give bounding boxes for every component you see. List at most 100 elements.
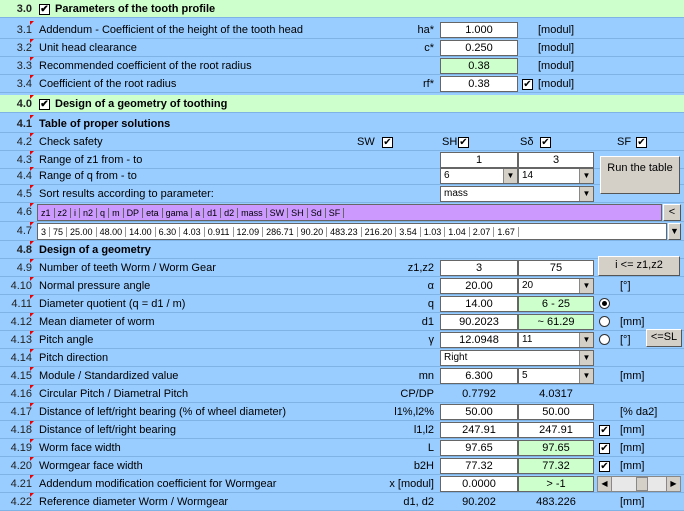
row-bearing-distance: 4.18 Distance of left/right bearing l1,l… — [0, 421, 684, 439]
row-unit: [modul] — [538, 60, 575, 72]
scroll-left-button[interactable]: < — [663, 204, 681, 221]
table-data-cell: 2.07 — [470, 226, 495, 237]
row-unit: [mm] — [620, 316, 645, 328]
results-table-row[interactable]: 3 75 25.00 48.00 14.00 6.30 4.03 0.911 12.09 286.… — [37, 223, 667, 240]
z1-to-input[interactable]: 3 — [518, 152, 594, 168]
row-symbol: d1 — [421, 316, 434, 328]
mean-diameter-input[interactable]: 90.2023 — [440, 314, 518, 330]
row-label: Mean diameter of worm — [39, 316, 155, 328]
right-bearing-percent-input[interactable]: 50.00 — [518, 404, 594, 420]
root-radius-checkbox[interactable]: ✔ — [522, 78, 533, 90]
row-reference-diameter: 4.22 Reference diameter Worm / Wormgear … — [0, 493, 684, 511]
chevron-down-icon[interactable]: ▼ — [579, 279, 593, 293]
row-number: 4.3 — [16, 154, 32, 166]
root-radius-input[interactable]: 0.38 — [440, 76, 518, 92]
section-tooth-profile: 3.0 ✔ Parameters of the tooth profile — [0, 0, 684, 18]
chevron-down-icon[interactable]: ▼ — [579, 169, 593, 183]
pressure-angle-select[interactable]: 20 ▼ — [518, 278, 594, 294]
row-label: Worm face width — [39, 442, 121, 454]
sort-value: mass — [444, 188, 468, 199]
table-data-cell: 483.23 — [327, 226, 362, 237]
q-from-select[interactable]: 6 ▼ — [440, 168, 518, 184]
table-header-cell: a — [192, 207, 205, 218]
row-design-geometry: 4.8 Design of a geometry — [0, 241, 684, 259]
z2-input[interactable]: 75 — [518, 260, 594, 276]
z1-input[interactable]: 3 — [440, 260, 518, 276]
row-number: 3.2 — [16, 42, 32, 54]
scroll-right-icon[interactable]: ▶ — [666, 477, 680, 491]
recommended-root-radius-value: 0.38 — [440, 58, 518, 74]
pitch-direction-select[interactable]: Right ▼ — [440, 350, 594, 366]
pitch-angle-select[interactable]: 11 ▼ — [518, 332, 594, 348]
chevron-down-icon[interactable]: ▼ — [579, 351, 593, 365]
sl-button[interactable]: <=SL — [646, 329, 682, 347]
sw-checkbox[interactable]: ✔ — [382, 136, 393, 148]
chevron-down-icon[interactable]: ▼ — [579, 369, 593, 383]
row-symbol: CP/DP — [400, 388, 434, 400]
row-sort: 4.5 Sort results according to parameter:… — [0, 185, 684, 203]
q-to-select[interactable]: 14 ▼ — [518, 168, 594, 184]
row-wormgear-face-width: 4.20 Wormgear face width b2H 77.32 77.32… — [0, 457, 684, 475]
z1-from-input[interactable]: 1 — [440, 152, 518, 168]
table-header-cell: DP — [124, 207, 144, 218]
wormgear-face-width-input[interactable]: 77.32 — [440, 458, 518, 474]
worm-face-width-input[interactable]: 97.65 — [440, 440, 518, 456]
row-number: 4.10 — [10, 280, 32, 292]
table-data-cell: 3 — [38, 226, 51, 237]
row-label: Number of teeth Worm / Worm Gear — [39, 262, 216, 274]
diameter-quotient-input[interactable]: 14.00 — [440, 296, 518, 312]
section-checkbox[interactable]: ✔ — [39, 98, 50, 110]
addendum-modification-scrollbar[interactable]: ◀ ▶ — [597, 476, 681, 492]
addendum-input[interactable]: 1.000 — [440, 22, 518, 38]
left-bearing-percent-input[interactable]: 50.00 — [440, 404, 518, 420]
diameter-quotient-radio[interactable] — [599, 298, 610, 309]
left-bearing-input[interactable]: 247.91 — [440, 422, 518, 438]
i-from-z-button[interactable]: i <= z1,z2 — [598, 256, 680, 276]
row-number: 4.19 — [10, 442, 32, 454]
scroll-thumb[interactable] — [636, 477, 648, 491]
row-addendum: 3.1 Addendum - Coefficient of the height… — [0, 21, 684, 39]
right-bearing-input[interactable]: 247.91 — [518, 422, 594, 438]
worm-face-width-checkbox[interactable]: ✔ — [599, 442, 610, 454]
section-checkbox[interactable]: ✔ — [39, 3, 50, 15]
module-select[interactable]: 5 ▼ — [518, 368, 594, 384]
row-pitch-direction: 4.14 Pitch direction Right ▼ — [0, 349, 684, 367]
table-data-cell: 0.911 — [205, 226, 234, 237]
comment-marker-icon — [30, 57, 34, 61]
bearing-checkbox[interactable]: ✔ — [599, 424, 610, 436]
head-clearance-input[interactable]: 0.250 — [440, 40, 518, 56]
row-unit: [mm] — [620, 424, 645, 436]
wormgear-face-width-checkbox[interactable]: ✔ — [599, 460, 610, 472]
table-header-cell: eta — [143, 207, 163, 218]
module-input[interactable]: 6.300 — [440, 368, 518, 384]
pitch-angle-input[interactable]: 12.0948 — [440, 332, 518, 348]
row-label: Reference diameter Worm / Wormgear — [39, 496, 229, 508]
table-data-cell: 6.30 — [156, 226, 181, 237]
chevron-down-icon[interactable]: ▼ — [579, 187, 593, 201]
row-pressure-angle: 4.10 Normal pressure angle α 20.00 20 ▼ [… — [0, 277, 684, 295]
row-label: Wormgear face width — [39, 460, 143, 472]
row-unit: [°] — [620, 334, 631, 346]
pitch-angle-radio[interactable] — [599, 334, 610, 345]
table-data-cell: 286.71 — [263, 226, 298, 237]
row-number: 3.0 — [16, 3, 32, 15]
run-table-button[interactable]: Run the table — [600, 156, 680, 194]
chevron-down-icon[interactable]: ▼ — [503, 169, 517, 183]
sf-checkbox[interactable]: ✔ — [636, 136, 647, 148]
sh-checkbox[interactable]: ✔ — [458, 136, 469, 148]
row-unit: [modul] — [538, 42, 575, 54]
sd-checkbox[interactable]: ✔ — [540, 136, 551, 148]
sort-select[interactable]: mass ▼ — [440, 186, 594, 202]
pressure-angle-input[interactable]: 20.00 — [440, 278, 518, 294]
mean-diameter-radio[interactable] — [599, 316, 610, 327]
pressure-angle-value: 20 — [522, 280, 534, 291]
row-bearing-percent: 4.17 Distance of left/right bearing (% o… — [0, 403, 684, 421]
comment-marker-icon — [30, 349, 34, 353]
row-unit: [% da2] — [620, 406, 658, 418]
wormgear-face-width-recommended: 77.32 — [518, 458, 594, 474]
addendum-modification-input[interactable]: 0.0000 — [440, 476, 518, 492]
chevron-down-icon[interactable]: ▼ — [579, 333, 593, 347]
scroll-down-button[interactable]: ▼ — [668, 223, 681, 240]
scroll-left-icon[interactable]: ◀ — [598, 477, 612, 491]
comment-marker-icon — [30, 95, 34, 99]
